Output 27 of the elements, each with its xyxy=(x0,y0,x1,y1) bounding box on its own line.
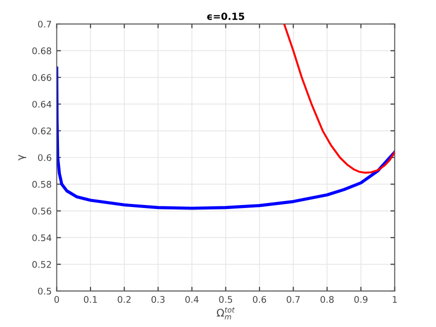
line-series xyxy=(56,66,395,210)
chart-title: ϵ=0.15 xyxy=(207,12,244,20)
y-tick-label: 0.64 xyxy=(32,100,52,108)
y-tick-label: 0.58 xyxy=(32,180,52,188)
y-tick-label: 0.6 xyxy=(38,154,52,162)
x-tick-label: 0.9 xyxy=(354,296,368,303)
y-tick-label: 0.54 xyxy=(32,234,52,242)
x-tick-label: 0.2 xyxy=(118,296,131,303)
x-tick-label: 0.5 xyxy=(219,296,232,303)
line-series xyxy=(283,24,395,174)
y-axis-title: γ xyxy=(18,154,26,160)
x-axis-title: Ω$^{tot}$$_{m}$ xyxy=(216,307,235,320)
x-tick-label: 0.3 xyxy=(152,296,165,303)
y-tick-label: 0.52 xyxy=(32,261,51,268)
x-tick-label: 0.8 xyxy=(320,296,334,303)
y-tick-label: 0.66 xyxy=(32,74,52,81)
x-tick-label: 0.4 xyxy=(185,296,199,303)
x-tick-label: 0 xyxy=(54,296,59,303)
y-tick-label: 0.5 xyxy=(38,288,52,295)
x-tick-label: 0.1 xyxy=(84,296,97,303)
x-tick-label: 0.6 xyxy=(252,296,266,303)
x-tick-label: 0.7 xyxy=(286,296,300,303)
y-tick-label: 0.7 xyxy=(38,20,52,28)
y-tick-label: 0.62 xyxy=(32,128,51,134)
y-tick-label: 0.56 xyxy=(32,208,52,214)
y-tick-label: 0.68 xyxy=(32,47,52,54)
x-tick-label: 1 xyxy=(392,296,397,303)
